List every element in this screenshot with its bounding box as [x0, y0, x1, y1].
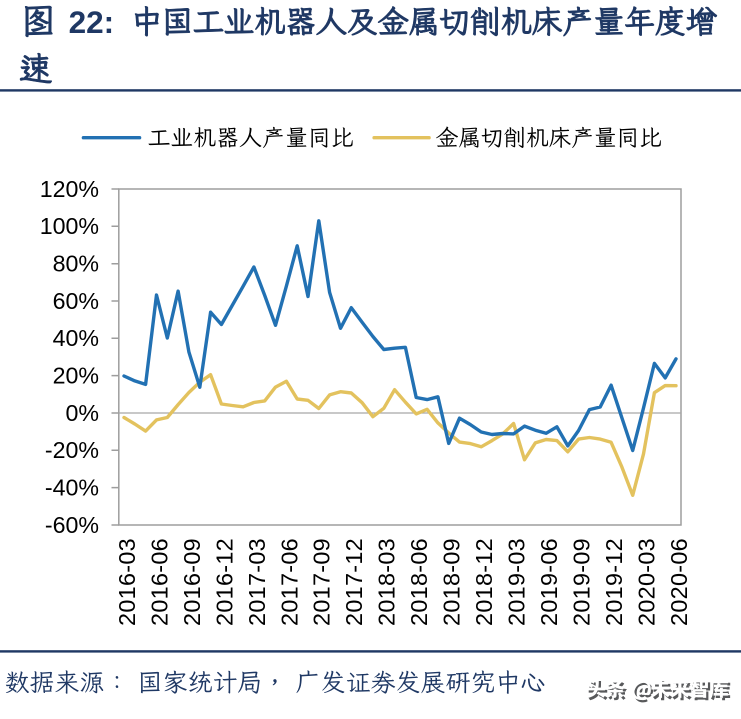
svg-text:100%: 100% [40, 213, 99, 239]
svg-text:2016-12: 2016-12 [211, 538, 237, 626]
svg-text:2018-03: 2018-03 [374, 538, 400, 626]
svg-text:-40%: -40% [45, 475, 99, 501]
svg-text:2019-03: 2019-03 [504, 538, 530, 626]
svg-text:2020-06: 2020-06 [666, 538, 692, 626]
svg-text:2019-06: 2019-06 [536, 538, 562, 626]
svg-text:2016-06: 2016-06 [146, 538, 172, 626]
svg-text:2017-06: 2017-06 [276, 538, 302, 626]
svg-text:2017-03: 2017-03 [244, 538, 270, 626]
svg-text:2017-09: 2017-09 [309, 538, 335, 626]
svg-text:20%: 20% [53, 363, 99, 389]
svg-text:2020-03: 2020-03 [633, 538, 659, 626]
svg-text:22:: 22: [69, 4, 115, 40]
svg-text:2018-06: 2018-06 [406, 538, 432, 626]
svg-text:120%: 120% [40, 176, 99, 202]
svg-text:0%: 0% [65, 400, 99, 426]
svg-text:2017-12: 2017-12 [341, 538, 367, 626]
svg-text:40%: 40% [53, 325, 99, 351]
svg-text:2019-09: 2019-09 [569, 538, 595, 626]
svg-text:2019-12: 2019-12 [601, 538, 627, 626]
svg-text:2016-09: 2016-09 [179, 538, 205, 626]
svg-text:2018-09: 2018-09 [439, 538, 465, 626]
svg-text:80%: 80% [53, 251, 99, 277]
svg-text:-20%: -20% [45, 437, 99, 463]
svg-text:2016-03: 2016-03 [114, 538, 140, 626]
svg-text:2018-12: 2018-12 [471, 538, 497, 626]
svg-text:60%: 60% [53, 288, 99, 314]
svg-text:-60%: -60% [45, 512, 99, 538]
